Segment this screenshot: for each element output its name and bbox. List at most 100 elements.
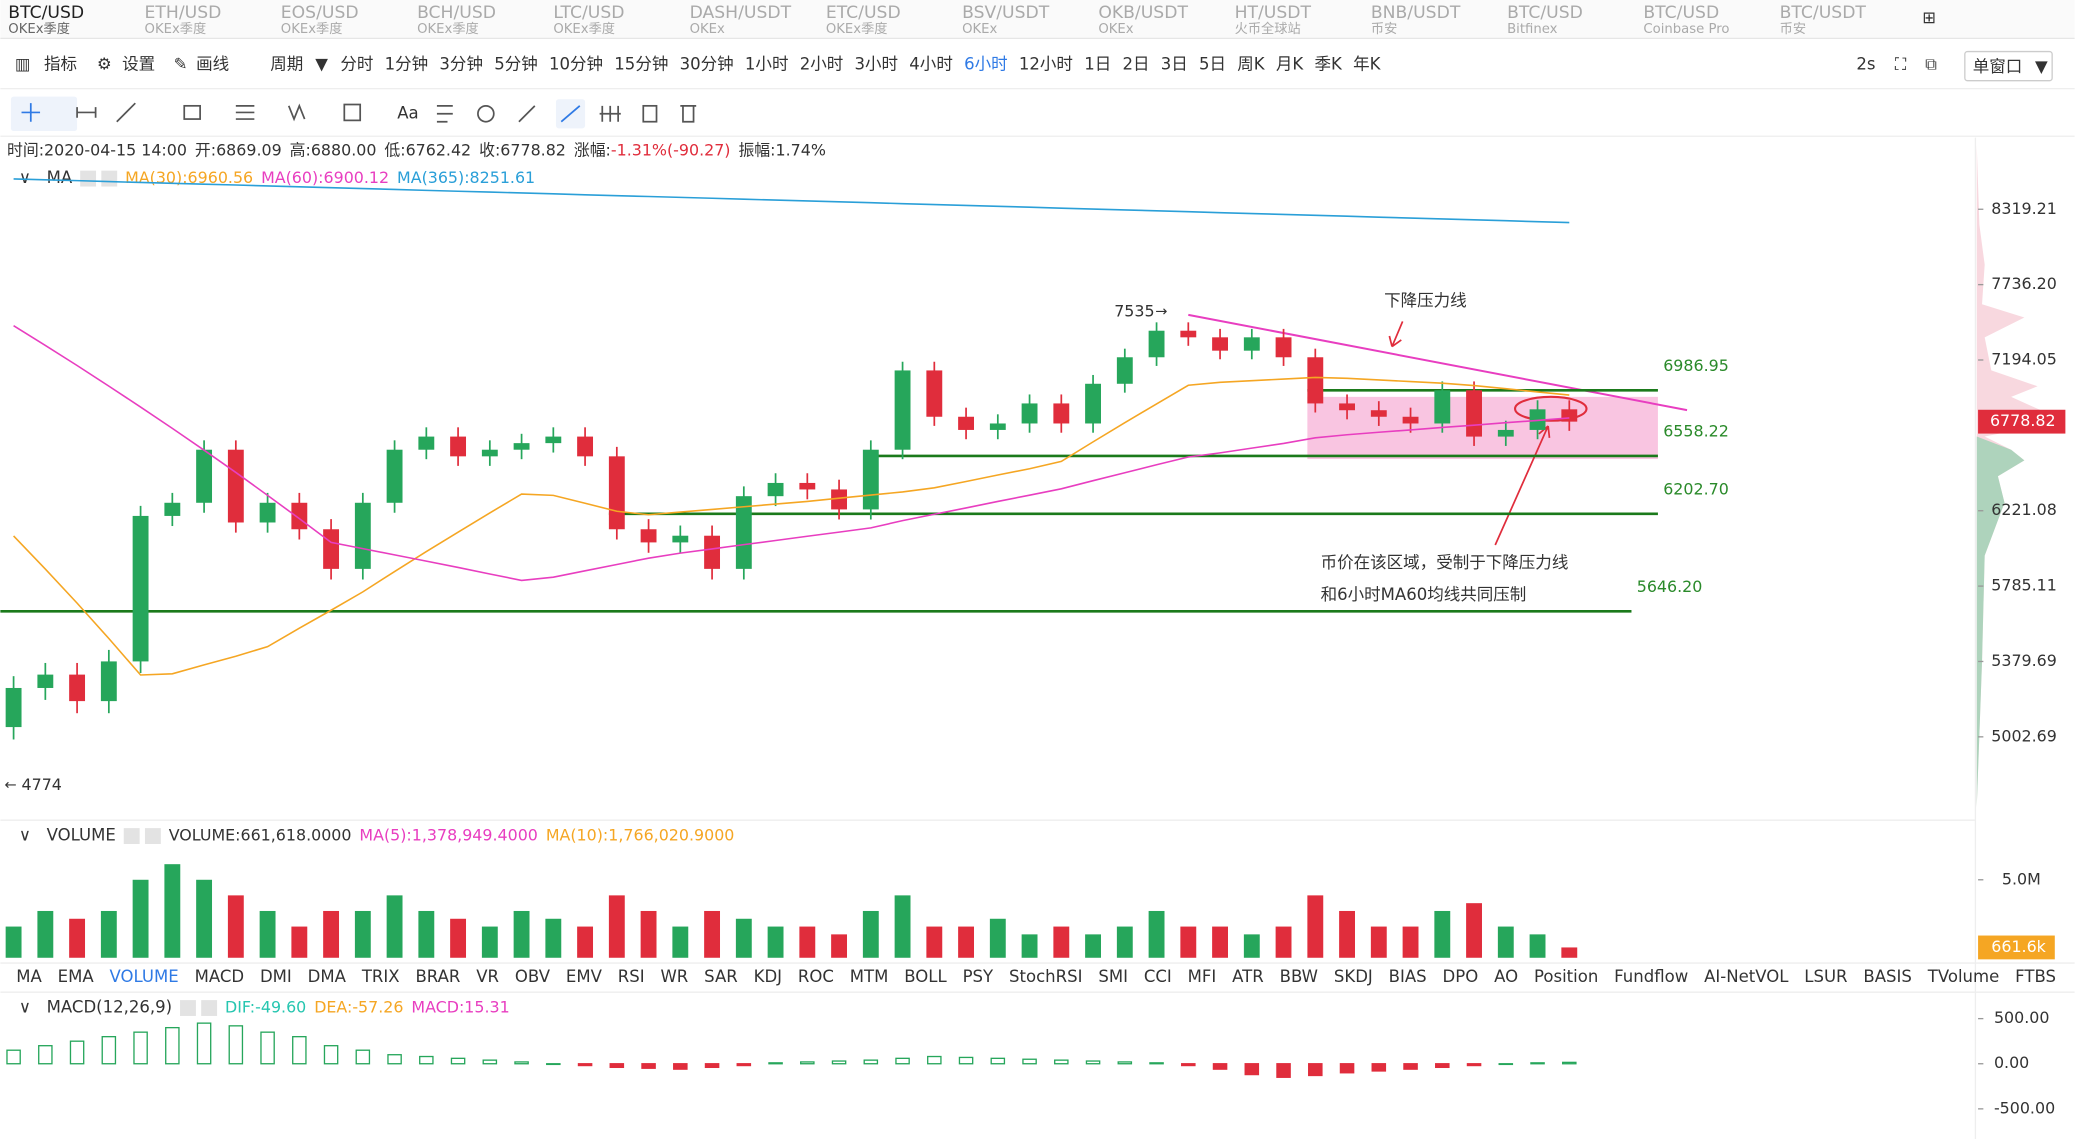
period-option[interactable]: 2小时 (800, 54, 844, 73)
collapse-arrow[interactable]: ∨ (19, 826, 31, 845)
indicator-tab[interactable]: StochRSI (1009, 967, 1082, 986)
indicator-tab[interactable]: TVolume (1927, 967, 2000, 986)
period-button[interactable]: 周期 (270, 54, 303, 73)
magnet-tool[interactable] (477, 104, 495, 123)
fib-tool[interactable] (235, 104, 255, 120)
tab-symbol[interactable]: BTC/USD (1507, 3, 1583, 23)
indicator-tab[interactable]: MFI (1188, 967, 1217, 986)
shape-tool[interactable] (183, 104, 201, 120)
indicator-tab[interactable]: MA (16, 967, 42, 986)
indicator-tab[interactable]: DMI (260, 967, 292, 986)
tab-exchange[interactable]: Bitfinex (1507, 22, 1558, 37)
indicator-tab[interactable]: FTBS (2015, 967, 2056, 986)
tab-symbol[interactable]: EOS/USD (281, 3, 359, 23)
window-select[interactable] (1964, 50, 2053, 82)
tab-exchange[interactable]: OKEx季度 (145, 21, 207, 37)
period-option[interactable]: 周K (1237, 54, 1266, 73)
period-option[interactable]: 4小时 (909, 54, 953, 73)
period-option[interactable]: 分时 (340, 54, 373, 73)
text-tool[interactable]: Aa (397, 103, 418, 122)
indicators-button[interactable]: 指标 (44, 54, 77, 73)
tab-symbol[interactable]: OKB/USDT (1098, 3, 1188, 23)
note-tool[interactable] (436, 104, 453, 123)
indicator-tab[interactable]: OBV (515, 967, 551, 986)
indicator-tab[interactable]: AO (1494, 967, 1518, 986)
tab-exchange[interactable]: OKEx季度 (553, 21, 615, 37)
pen-tool[interactable] (518, 105, 536, 123)
indicator-tab[interactable]: DMA (308, 967, 347, 986)
legend-icon[interactable] (144, 828, 161, 844)
period-option[interactable]: 15分钟 (614, 54, 668, 73)
legend-icon[interactable] (123, 828, 140, 844)
visibility-tool[interactable] (599, 105, 621, 122)
indicator-tab[interactable]: MACD (195, 967, 245, 986)
indicator-tab[interactable]: MTM (850, 967, 889, 986)
tab-exchange[interactable]: OKEx (962, 22, 997, 37)
indicator-tab[interactable]: LSUR (1804, 967, 1847, 986)
lock-draw-tool[interactable] (560, 105, 581, 123)
tab-symbol[interactable]: BTC/USD (1643, 3, 1719, 23)
indicator-tab[interactable]: TRIX (361, 967, 400, 986)
tab-exchange[interactable]: OKEx (1098, 22, 1133, 37)
indicator-tab[interactable]: BIAS (1389, 967, 1427, 986)
measure-tool[interactable] (343, 103, 362, 122)
period-option[interactable]: 3分钟 (439, 54, 483, 73)
line-tool[interactable] (76, 107, 97, 118)
indicator-tab[interactable]: EMA (58, 967, 95, 986)
indicator-tab[interactable]: BOLL (904, 967, 947, 986)
tab-exchange[interactable]: 火币全球站 (1235, 20, 1301, 37)
indicator-tab[interactable]: DPO (1443, 967, 1479, 986)
delete-tool[interactable] (680, 104, 697, 123)
tab-symbol[interactable]: HT/USDT (1235, 3, 1312, 23)
fullscreen-icon[interactable]: ⛶ (1895, 54, 1907, 73)
period-option[interactable]: 季K (1315, 54, 1344, 73)
draw-button[interactable]: 画线 (196, 54, 229, 73)
add-tab[interactable]: ⊞ (1922, 8, 1936, 27)
period-option[interactable]: 3小时 (855, 54, 899, 73)
period-option[interactable]: 10分钟 (549, 54, 603, 73)
period-option[interactable]: 1日 (1084, 54, 1111, 73)
tab-exchange[interactable]: OKEx季度 (417, 21, 479, 37)
indicator-tab[interactable]: ROC (798, 967, 834, 986)
tab-exchange[interactable]: 币安 (1371, 21, 1397, 37)
refresh-interval[interactable]: 2s (1856, 54, 1875, 73)
tab-symbol[interactable]: ETH/USD (145, 3, 222, 23)
tab-exchange[interactable]: OKEx (690, 22, 725, 37)
wave-tool[interactable] (287, 103, 306, 122)
indicator-tab[interactable]: WR (660, 967, 688, 986)
indicator-tab[interactable]: KDJ (754, 967, 782, 986)
indicator-tab[interactable]: VR (476, 967, 499, 986)
period-option[interactable]: 1小时 (745, 54, 789, 73)
period-option[interactable]: 6小时 (964, 54, 1008, 73)
crosshair-tool[interactable] (21, 103, 41, 122)
indicator-tab[interactable]: Position (1534, 967, 1598, 986)
tab-symbol[interactable]: BSV/USDT (962, 3, 1050, 23)
lock-tool[interactable] (642, 104, 658, 123)
period-option[interactable]: 2日 (1122, 54, 1149, 73)
legend-icon[interactable] (80, 170, 97, 187)
indicator-tab[interactable]: SKDJ (1334, 967, 1373, 986)
tab-symbol[interactable]: ETC/USD (826, 3, 901, 23)
indicator-tab[interactable]: EMV (566, 967, 603, 986)
tab-exchange[interactable]: OKEx季度 (826, 21, 888, 37)
tab-exchange[interactable]: Coinbase Pro (1643, 22, 1729, 37)
collapse-arrow[interactable]: ∨ (19, 168, 31, 187)
tab-exchange[interactable]: OKEx季度 (281, 21, 343, 37)
indicator-tab[interactable]: SMI (1098, 967, 1128, 986)
tab-symbol[interactable]: BTC/USDT (1780, 3, 1867, 23)
period-option[interactable]: 3日 (1161, 54, 1188, 73)
legend-icon[interactable] (180, 1000, 196, 1016)
indicator-tab[interactable]: ATR (1232, 967, 1264, 986)
ray-tool[interactable] (116, 102, 136, 123)
indicator-tab[interactable]: VOLUME (110, 967, 179, 986)
indicator-tab[interactable]: BRAR (415, 967, 460, 986)
tab-symbol[interactable]: BTC/USD (8, 3, 84, 23)
period-option[interactable]: 12小时 (1019, 54, 1073, 73)
indicator-tab[interactable]: SAR (704, 967, 738, 986)
period-option[interactable]: 5分钟 (494, 54, 538, 73)
tab-symbol[interactable]: BNB/USDT (1371, 3, 1461, 23)
indicator-tab[interactable]: AI-NetVOL (1704, 967, 1789, 986)
collapse-arrow[interactable]: ∨ (19, 998, 31, 1017)
period-option[interactable]: 5日 (1199, 54, 1226, 73)
period-option[interactable]: 1分钟 (385, 54, 429, 73)
